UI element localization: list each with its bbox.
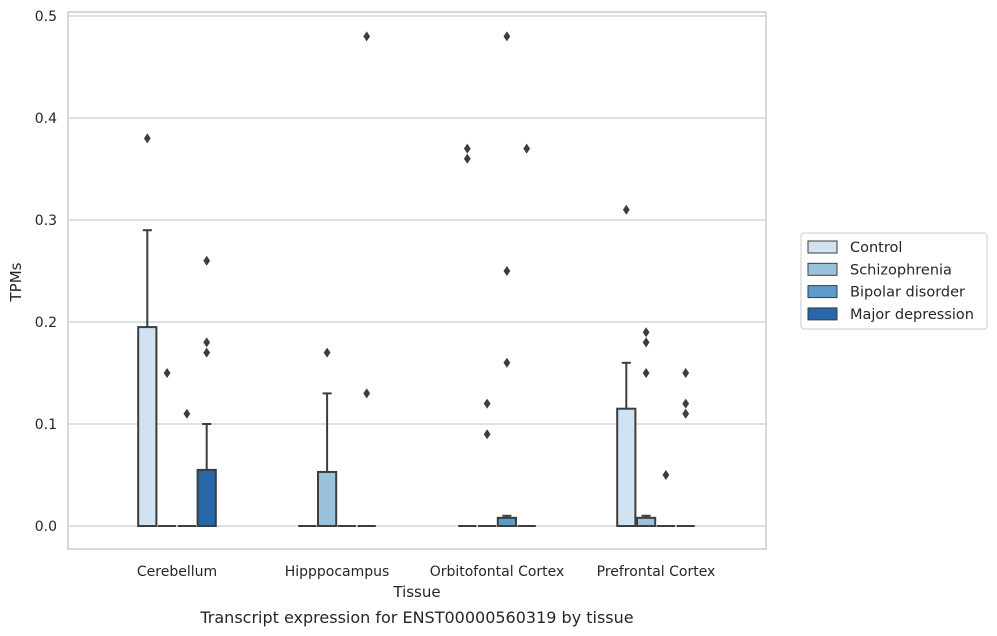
outlier-point [203, 347, 211, 358]
box-control [616, 204, 637, 528]
outlier-point [622, 204, 630, 215]
box-bipolar-disorder [177, 408, 196, 527]
boxes [137, 31, 695, 528]
box-bipolar-disorder [496, 31, 517, 528]
outlier-point [503, 266, 511, 276]
plot-area [68, 12, 766, 549]
box-control [458, 143, 477, 527]
legend-label: Bipolar disorder [850, 285, 965, 301]
legend: Control Schizophrenia Bipolar disorder Majo… [800, 232, 988, 330]
x-tick-label: Cerebellum [137, 564, 217, 580]
outlier-point [642, 368, 650, 378]
legend-swatch [807, 285, 838, 299]
box-bipolar-disorder [656, 470, 675, 527]
box-schizophrenia [158, 368, 177, 527]
x-tick-label: Prefrontal Cortex [597, 564, 716, 580]
outlier-point [483, 398, 491, 409]
box-body [137, 326, 158, 527]
y-tick-label: 0.3 [35, 213, 57, 229]
outlier-point [682, 368, 690, 378]
outlier-point [682, 408, 690, 419]
outlier-point [463, 143, 471, 154]
outlier-point [363, 31, 371, 42]
outlier-point [642, 327, 650, 338]
y-tick-labels: 0.0 0.1 0.2 0.3 0.4 0.5 [35, 9, 57, 535]
outlier-point [483, 429, 491, 440]
outlier-point [323, 347, 331, 358]
outlier-point [662, 470, 670, 480]
legend-frame [800, 232, 988, 330]
outlier-point [203, 337, 211, 348]
legend-label: Schizophrenia [850, 262, 952, 278]
outlier-point [682, 398, 690, 409]
outlier-point [503, 31, 511, 42]
outlier-point [463, 153, 471, 164]
legend-swatch [807, 262, 838, 276]
legend-swatch [807, 240, 838, 254]
outlier-point [642, 337, 650, 348]
y-tick-label: 0.1 [35, 417, 57, 433]
box-major-depression [517, 143, 536, 527]
box-body [496, 516, 517, 528]
outlier-point [503, 357, 511, 368]
x-tick-labels: Cerebellum Hipppocampus Orbitofontal Corte… [137, 564, 715, 580]
outlier-point [203, 255, 211, 266]
y-axis-title: TPMs [7, 262, 25, 302]
outlier-point [523, 143, 531, 154]
x-axis-title: Tissue [392, 583, 440, 601]
outlier-point [363, 388, 371, 399]
legend-label: Control [850, 240, 902, 256]
box-body [616, 407, 637, 528]
box-schizophrenia [636, 327, 657, 528]
x-tick-label: Hipppocampus [285, 564, 390, 580]
box-body [317, 470, 338, 528]
box-major-depression [676, 368, 695, 527]
box-major-depression [357, 31, 376, 527]
plot-frame [67, 11, 767, 550]
y-tick-label: 0.0 [35, 519, 57, 535]
box-schizophrenia [478, 398, 497, 527]
outlier-point [143, 133, 151, 144]
legend-swatch [807, 307, 838, 321]
box-body [636, 516, 657, 528]
box-major-depression [196, 255, 217, 527]
legend-label: Major depression [850, 307, 974, 323]
outlier-point [183, 408, 191, 419]
box-body [196, 468, 217, 527]
x-tick-label: Orbitofontal Cortex [430, 564, 565, 580]
outlier-point [163, 368, 171, 378]
box-control [137, 133, 158, 527]
y-tick-label: 0.5 [35, 9, 57, 25]
y-tick-label: 0.4 [35, 111, 57, 127]
box-schizophrenia [317, 347, 338, 528]
chart-caption: Transcript expression for ENST0000056031… [199, 608, 633, 627]
legend-items: Control Schizophrenia Bipolar disorder Majo… [807, 240, 974, 323]
y-tick-label: 0.2 [35, 315, 57, 331]
